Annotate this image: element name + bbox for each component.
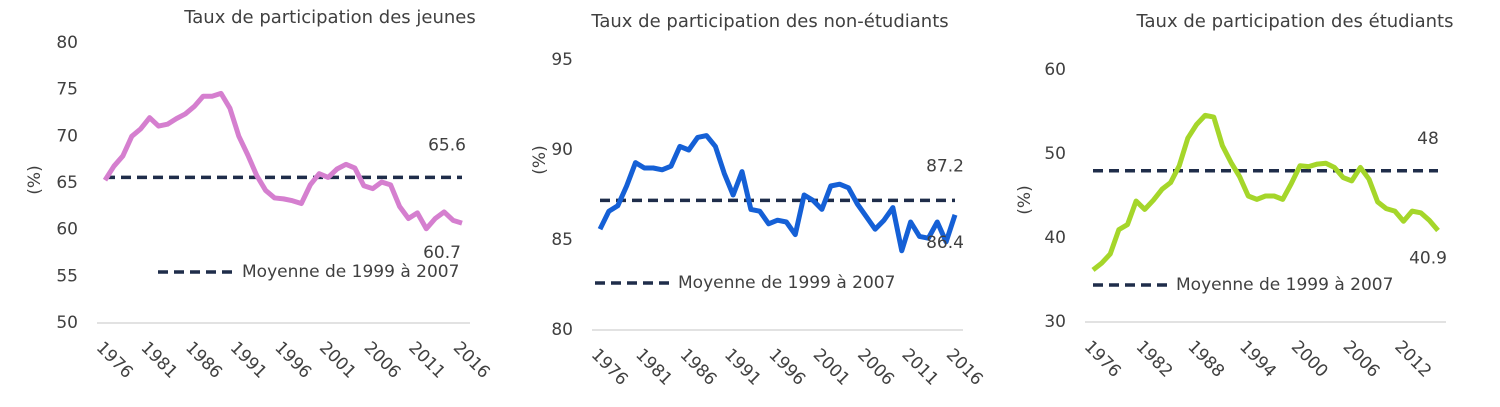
y-axis-label: (%) xyxy=(530,145,550,174)
y-tick-label: 80 xyxy=(56,33,78,53)
y-tick-label: 60 xyxy=(56,220,78,240)
y-axis-label: (%) xyxy=(25,165,45,194)
chart-title-box: Taux de participation des étudiants xyxy=(1136,11,1454,32)
y-tick-label: 65 xyxy=(56,173,78,193)
x-tick-label: 2001 xyxy=(809,345,854,390)
y-tick-label: 55 xyxy=(56,266,78,286)
average-label: 65.6 xyxy=(428,135,466,155)
x-tick-label: 2001 xyxy=(315,338,360,383)
x-tick-label: 1981 xyxy=(137,338,182,383)
legend-label: Moyenne de 1999 à 2007 xyxy=(242,262,460,282)
x-tick-label: 2000 xyxy=(1287,337,1332,382)
x-tick-label: 2012 xyxy=(1390,337,1435,382)
x-tick-label: 1976 xyxy=(1080,337,1125,382)
x-tick-label: 1996 xyxy=(764,345,809,390)
x-tick-label: 2011 xyxy=(898,345,943,390)
x-tick-label: 1991 xyxy=(720,345,765,390)
average-label: 87.2 xyxy=(926,156,964,176)
legend-label-box: Moyenne de 1999 à 2007 xyxy=(678,273,896,293)
y-tick-label: 80 xyxy=(551,320,573,340)
average-label: 48 xyxy=(1417,129,1439,149)
x-tick-label: 2006 xyxy=(360,338,405,383)
x-tick-label: 1986 xyxy=(676,345,721,390)
y-tick-label: 85 xyxy=(551,230,573,250)
x-tick-label: 2016 xyxy=(942,345,987,390)
chart-title: Taux de participation des jeunes xyxy=(184,7,476,28)
data-line xyxy=(597,133,958,254)
chart-title-box: Taux de participation des non-étudiants xyxy=(591,11,949,32)
y-tick-label: 90 xyxy=(551,140,573,160)
legend-label-box: Moyenne de 1999 à 2007 xyxy=(242,262,460,282)
y-tick-label: 30 xyxy=(1044,312,1066,332)
x-tick-label: 1982 xyxy=(1132,337,1177,382)
end-value-label: 40.9 xyxy=(1409,248,1447,268)
x-tick-label: 1994 xyxy=(1235,337,1280,382)
x-tick-label: 2011 xyxy=(404,338,449,383)
x-tick-label: 1988 xyxy=(1183,337,1228,382)
x-tick-label: 1991 xyxy=(226,338,271,383)
y-tick-label: 60 xyxy=(1044,60,1066,80)
x-tick-label: 1981 xyxy=(631,345,676,390)
chart-title: Taux de participation des étudiants xyxy=(1136,11,1454,32)
data-line xyxy=(102,90,463,232)
y-tick-label: 95 xyxy=(551,50,573,70)
y-tick-label: 70 xyxy=(56,126,78,146)
legend-label: Moyenne de 1999 à 2007 xyxy=(678,273,896,293)
x-tick-label: 2006 xyxy=(1339,337,1384,382)
data-line xyxy=(1091,112,1440,272)
x-tick-label: 1976 xyxy=(92,338,137,383)
y-tick-label: 40 xyxy=(1044,228,1066,248)
y-axis-label: (%) xyxy=(1015,185,1035,214)
legend-label: Moyenne de 1999 à 2007 xyxy=(1176,275,1394,295)
x-tick-label: 2016 xyxy=(449,338,494,383)
end-value-label: 60.7 xyxy=(423,243,461,263)
x-tick-label: 2006 xyxy=(853,345,898,390)
y-tick-label: 75 xyxy=(56,80,78,100)
end-value-label: 86.4 xyxy=(926,233,964,253)
chart-title-box: Taux de participation des jeunes xyxy=(184,7,476,28)
y-tick-label: 50 xyxy=(1044,144,1066,164)
x-tick-label: 1996 xyxy=(270,338,315,383)
chart-title: Taux de participation des non-étudiants xyxy=(591,11,949,32)
legend-label-box: Moyenne de 1999 à 2007 xyxy=(1176,275,1394,295)
x-tick-label: 1976 xyxy=(587,345,632,390)
y-tick-label: 50 xyxy=(56,313,78,333)
x-tick-label: 1986 xyxy=(181,338,226,383)
